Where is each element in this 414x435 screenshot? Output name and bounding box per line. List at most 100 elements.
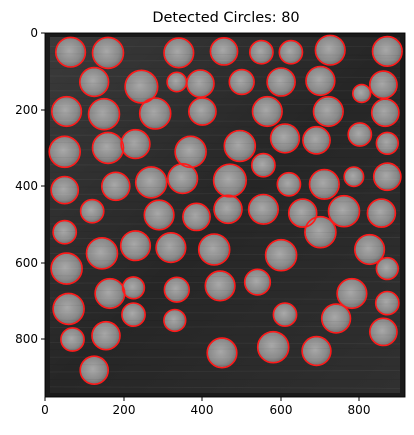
- sample-disc: [121, 231, 150, 260]
- detected-circle: [163, 37, 195, 69]
- detected-circle: [366, 198, 397, 228]
- detected-circle: [79, 198, 105, 224]
- detected-circle: [336, 277, 368, 310]
- sample-disc: [121, 130, 150, 158]
- detected-circle: [375, 131, 399, 156]
- scratch-line: [49, 75, 401, 78]
- detected-circle: [85, 237, 119, 270]
- detected-circle: [124, 69, 159, 104]
- detected-circle: [166, 71, 188, 93]
- detected-circle: [223, 129, 257, 163]
- detected-circle: [352, 83, 372, 104]
- sample-disc: [53, 221, 76, 244]
- scratch-line: [49, 53, 401, 56]
- detected-circle: [197, 233, 231, 266]
- detected-circle: [327, 194, 361, 228]
- y-tick-label: 400: [15, 179, 38, 193]
- x-tick: 400: [191, 397, 213, 417]
- scratch-line: [49, 253, 401, 256]
- scratch-line: [49, 364, 401, 367]
- sample-disc: [122, 303, 145, 326]
- detected-circle: [101, 171, 131, 202]
- sample-disc: [93, 133, 123, 163]
- detected-circle: [287, 198, 318, 228]
- detected-circle: [187, 97, 217, 126]
- detected-circle: [372, 162, 402, 192]
- sample-disc: [89, 99, 119, 130]
- detected-circle: [308, 168, 340, 200]
- detected-circle: [305, 65, 336, 97]
- scratch-line: [49, 125, 401, 129]
- sample-disc: [250, 41, 273, 64]
- detected-circle: [243, 268, 272, 296]
- sample-disc: [303, 127, 330, 154]
- detected-circles: [48, 34, 403, 386]
- x-tick-label: 600: [270, 403, 293, 417]
- detected-circle: [120, 128, 151, 160]
- sample-disc: [102, 172, 130, 200]
- sample-disc: [322, 304, 350, 333]
- sample-disc: [302, 337, 331, 365]
- scratch-line: [49, 97, 401, 101]
- detected-circle: [52, 292, 85, 326]
- detected-circle: [174, 135, 207, 169]
- detected-circle: [78, 66, 110, 98]
- detected-circle: [301, 335, 332, 367]
- detected-circle: [320, 303, 352, 334]
- sample-disc: [370, 318, 397, 345]
- detected-circle: [91, 131, 125, 165]
- detected-circle: [302, 125, 331, 155]
- sample-disc: [80, 68, 108, 96]
- sample-disc: [337, 279, 367, 308]
- detected-circle: [143, 199, 175, 231]
- scratch-line: [49, 275, 401, 278]
- scratch-line: [49, 120, 401, 123]
- detected-circle: [182, 202, 211, 232]
- scratch-line: [49, 325, 401, 329]
- sample-disc: [92, 322, 120, 350]
- sample-disc: [245, 269, 270, 295]
- detected-circle: [163, 308, 187, 333]
- y-tick: 400: [15, 179, 45, 193]
- sample-disc: [140, 98, 171, 129]
- sample-disc: [144, 200, 174, 230]
- sample-disc: [348, 123, 371, 146]
- detected-circle: [347, 122, 373, 147]
- sample-disc: [93, 38, 123, 68]
- detected-circle: [256, 330, 290, 364]
- detected-circle: [314, 34, 346, 66]
- sample-disc: [249, 195, 278, 224]
- sample-disc: [183, 203, 210, 230]
- sample-disc: [273, 303, 297, 326]
- chart-title: Detected Circles: 80: [152, 10, 299, 26]
- detected-circle: [155, 232, 187, 264]
- sample-disc: [51, 177, 78, 204]
- y-tick: 600: [15, 256, 45, 270]
- sample-disc: [355, 235, 384, 264]
- sample-disc: [370, 71, 397, 98]
- x-tick: 800: [348, 397, 370, 417]
- scratch-line: [49, 186, 401, 189]
- sample-disc: [353, 84, 371, 103]
- detected-circle: [121, 302, 146, 328]
- scratch-line: [49, 170, 401, 173]
- sample-disc: [306, 67, 335, 95]
- detected-circle: [375, 256, 399, 281]
- scratch-line: [49, 386, 401, 389]
- sample-disc: [189, 98, 216, 125]
- sample-disc: [267, 68, 295, 96]
- detected-circle: [91, 36, 125, 70]
- sample-disc: [87, 238, 117, 269]
- sample-disc: [156, 233, 186, 262]
- detected-circle: [119, 230, 152, 262]
- y-tick-label: 0: [30, 26, 38, 40]
- sample-disc: [376, 291, 399, 315]
- detected-circle: [60, 327, 85, 352]
- detected-circle: [121, 276, 146, 300]
- detected-circle: [251, 95, 283, 128]
- sample-disc: [164, 277, 189, 302]
- scratch-line: [49, 341, 401, 345]
- sample-disc: [224, 131, 255, 161]
- detected-circle: [368, 317, 398, 347]
